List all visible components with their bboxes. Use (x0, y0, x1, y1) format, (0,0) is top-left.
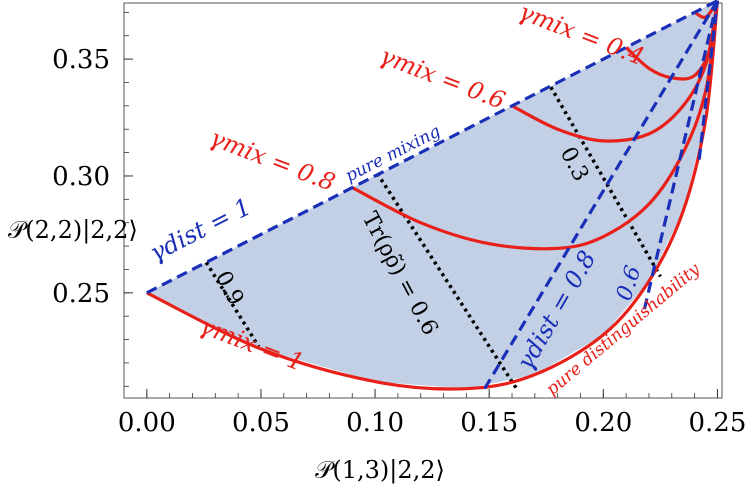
purity-line-0 (204, 261, 261, 348)
feasible-region (146, 0, 718, 389)
x-tick-label: 0.20 (574, 408, 632, 438)
gamma-mix-curve-3 (625, 0, 719, 81)
y-tick-label: 0.30 (52, 162, 110, 192)
label-gamma-mix-06: γmix = 0.6 (376, 41, 509, 114)
y-tick-label: 0.25 (52, 279, 110, 309)
gamma-dist-lines (146, 0, 719, 390)
gamma-dist-line-1 (483, 0, 719, 390)
x-tick-label: 0.25 (688, 408, 746, 438)
x-tick-label: 0.05 (232, 408, 290, 438)
axis-ticks: 0.00 0.05 0.10 0.15 0.20 0.25 0.25 0.30 0.35 (52, 11, 746, 438)
gamma-dist-line-0 (146, 0, 719, 295)
plot-border (123, 2, 723, 399)
x-tick-label: 0.10 (346, 408, 404, 438)
label-gamma-mix-04: γmix = 0.4 (515, 0, 648, 71)
purity-lines (204, 86, 662, 390)
x-axis-title: 𝒫(1,3)|2,2⟩ (315, 456, 445, 485)
gamma-dist-line-2 (642, 0, 719, 310)
plot-frame (123, 2, 723, 399)
y-axis-title: 𝒫(2,2)|2,2⟩ (8, 216, 138, 245)
purity-line-2 (549, 86, 662, 278)
x-tick-label: 0.00 (118, 408, 176, 438)
gamma-dist-line-3 (697, 0, 719, 160)
gamma-mix-curve-1 (351, 0, 719, 251)
x-tick-label: 0.15 (460, 408, 518, 438)
purity-line-1 (375, 172, 519, 390)
label-gamma-mix-08: γmix = 0.8 (206, 123, 339, 196)
region-mesh (146, 0, 718, 389)
gamma-mix-curve-2 (511, 0, 719, 143)
y-tick-label: 0.35 (52, 45, 110, 75)
